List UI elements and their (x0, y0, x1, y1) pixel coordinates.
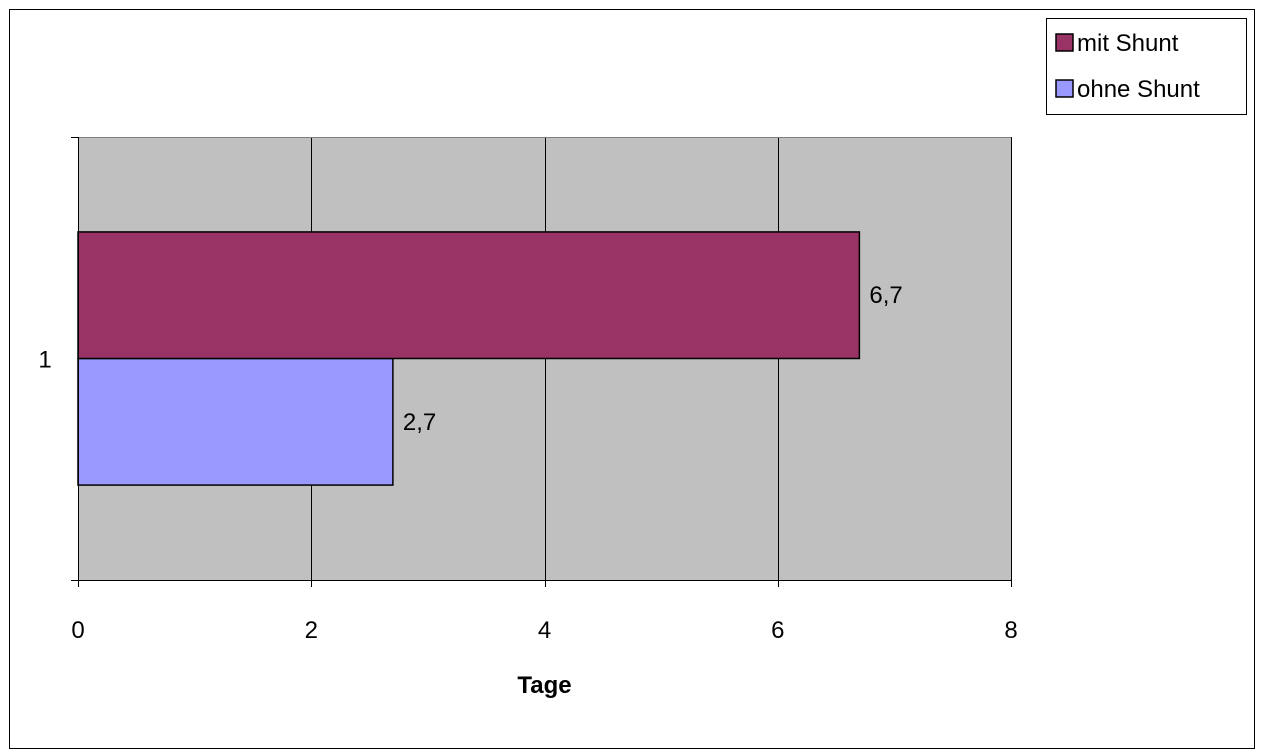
x-tick-label-4: 8 (1004, 617, 1017, 644)
data-label-ohne-shunt-0: 2,7 (403, 409, 436, 436)
legend-label-mit-shunt: mit Shunt (1077, 30, 1179, 57)
legend-label-ohne-shunt: ohne Shunt (1077, 76, 1200, 103)
data-label-mit-shunt-0: 6,7 (869, 282, 902, 309)
legend-box (1046, 18, 1247, 115)
bar-chart: 2,7 6,7 1 0 2 4 6 8 Tage mit Shunt ohne Shunt (38, 18, 1247, 699)
bar-mit-shunt-0 (77, 231, 861, 360)
plot-area: 2,7 6,7 1 0 2 4 6 8 Tage (38, 137, 1018, 699)
x-tick-label-1: 2 (305, 617, 318, 644)
bar-ohne-shunt-0 (77, 357, 394, 486)
y-tick-label-0: 1 (38, 347, 51, 374)
x-axis-title: Tage (517, 672, 571, 699)
x-tick-label-0: 0 (71, 617, 84, 644)
legend-swatch-mit-shunt (1055, 33, 1074, 52)
x-tick-label-3: 6 (771, 617, 784, 644)
legend: mit Shunt ohne Shunt (1046, 18, 1247, 115)
x-tick-label-2: 4 (538, 617, 551, 644)
legend-swatch-ohne-shunt (1055, 79, 1074, 98)
